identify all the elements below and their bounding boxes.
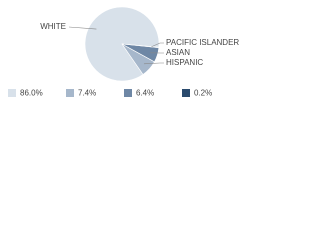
legend-swatch	[124, 89, 132, 97]
legend-label: 86.0%	[20, 89, 43, 98]
legend-swatch	[8, 89, 16, 97]
leader-line	[143, 62, 164, 65]
slice-label: ASIAN	[166, 48, 190, 57]
leader-line	[151, 42, 164, 48]
slice-label: HISPANIC	[166, 58, 203, 67]
leader-line	[68, 26, 97, 30]
legend-label: 0.2%	[194, 89, 212, 98]
pie-slice	[121, 43, 160, 49]
legend-swatch	[182, 89, 190, 97]
legend-label: 7.4%	[78, 89, 96, 98]
slice-label: WHITE	[40, 22, 66, 31]
legend-label: 6.4%	[136, 89, 154, 98]
legend-swatch	[66, 89, 74, 97]
page: WHITE HISPANIC ASIAN PACIFIC ISLANDER 86.0% 7…	[0, 0, 240, 100]
slice-label: PACIFIC ISLANDER	[166, 38, 239, 47]
